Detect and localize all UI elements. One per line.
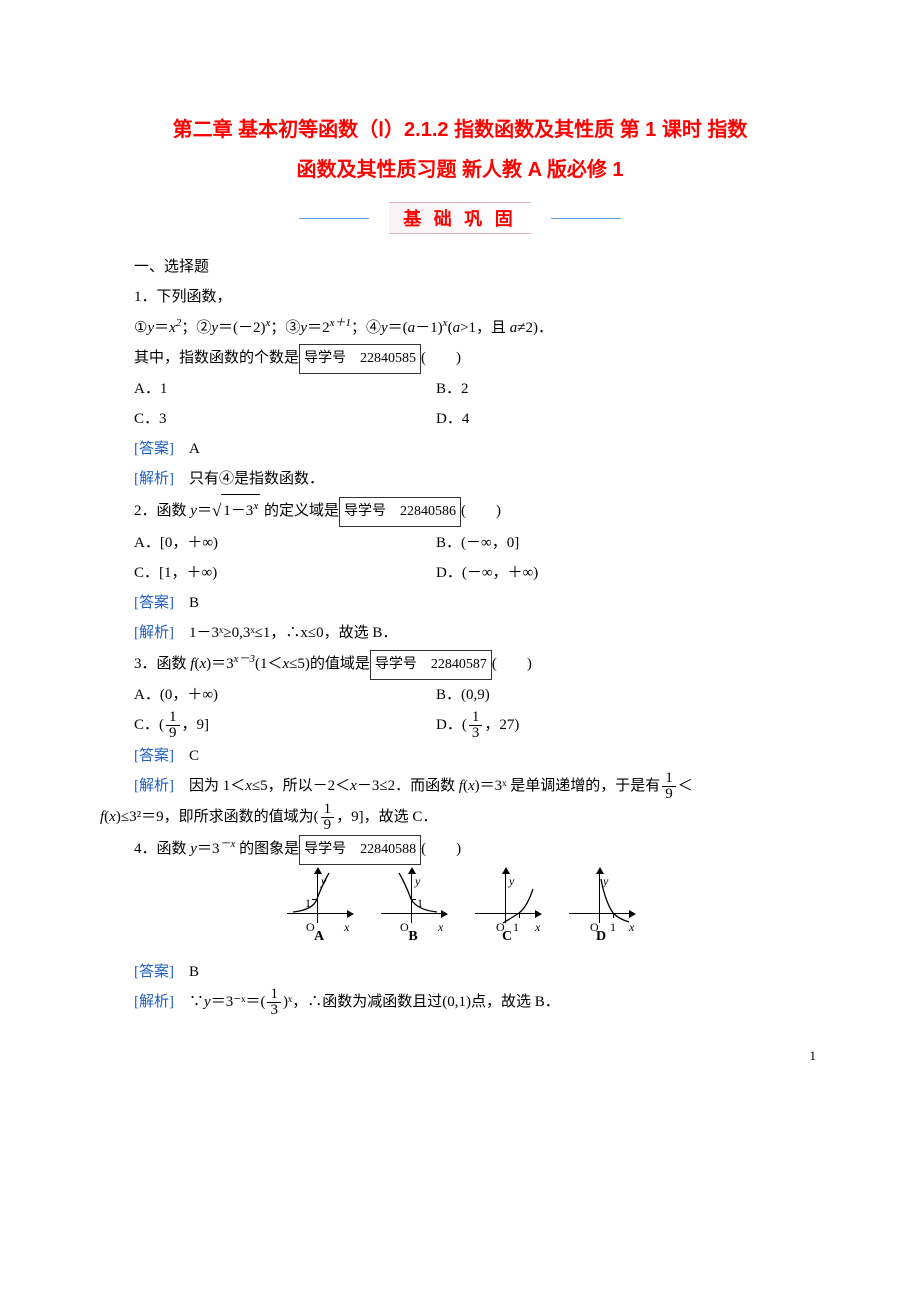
graph-D: y x O 1 D bbox=[565, 871, 637, 951]
banner-label: 基 础 巩 固 bbox=[389, 202, 531, 234]
q3-row2: C．(19，9] D．(13，27) bbox=[100, 710, 820, 741]
study-id-box: 导学号 22840587 bbox=[370, 650, 492, 680]
q3-explain-2: f(x)≤3²＝9，即所求函数的值域为(19，9]，故选 C． bbox=[100, 802, 820, 833]
q1-D: D．4 bbox=[436, 404, 820, 434]
title-line-1: 第二章 基本初等函数（Ⅰ）2.1.2 指数函数及其性质 第 1 课时 指数 bbox=[100, 110, 820, 150]
study-id-box: 导学号 22840586 bbox=[339, 497, 461, 527]
page-number: 1 bbox=[100, 1048, 820, 1064]
q3-B: B．(0,9) bbox=[436, 680, 820, 710]
q1-row1: A．1 B．2 bbox=[100, 374, 820, 404]
q2-C: C．[1，＋∞) bbox=[134, 558, 436, 588]
q3-row1: A．(0，＋∞) B．(0,9) bbox=[100, 680, 820, 710]
q3-stem: 3．函数 f(x)＝3x－3(1＜x≤5)的值域是导学号 22840587( ) bbox=[100, 648, 820, 680]
section-banner: 基 础 巩 固 bbox=[100, 202, 820, 234]
answer-label: [答案] bbox=[134, 441, 174, 457]
study-id-box: 导学号 22840585 bbox=[299, 344, 421, 374]
explain-label: [解析] bbox=[134, 625, 174, 641]
answer-label: [答案] bbox=[134, 964, 174, 980]
q1-C: C．3 bbox=[134, 404, 436, 434]
q3-D: D．(13，27) bbox=[436, 710, 820, 741]
study-id-box: 导学号 22840588 bbox=[299, 835, 421, 865]
q1-row2: C．3 D．4 bbox=[100, 404, 820, 434]
q1-A: A．1 bbox=[134, 374, 436, 404]
explain-label: [解析] bbox=[134, 471, 174, 487]
q4-graphs: y x O 1 A y x O 1 B bbox=[100, 871, 820, 951]
q1-explain: [解析] 只有④是指数函数． bbox=[100, 464, 820, 494]
q2-explain: [解析] 1－3ˣ≥0,3ˣ≤1，∴x≤0，故选 B． bbox=[100, 618, 820, 648]
graph-C: y x O 1 C bbox=[471, 871, 543, 951]
q1-items: ①y＝x2；②y＝(－2)x；③y＝2x＋1；④y＝(a－1)x(a>1，且 a… bbox=[100, 312, 820, 343]
q1-ask: 其中，指数函数的个数是导学号 22840585( ) bbox=[100, 343, 820, 374]
q4-answer: [答案] B bbox=[100, 957, 820, 987]
title-line-2: 函数及其性质习题 新人教 A 版必修 1 bbox=[100, 150, 820, 190]
graph-B: y x O 1 B bbox=[377, 871, 449, 951]
q2-D: D．(－∞，＋∞) bbox=[436, 558, 820, 588]
content: 一、选择题 1．下列函数， ①y＝x2；②y＝(－2)x；③y＝2x＋1；④y＝… bbox=[100, 252, 820, 1018]
q2-answer: [答案] B bbox=[100, 588, 820, 618]
q1-stem: 1．下列函数， bbox=[100, 282, 820, 312]
q4-stem: 4．函数 y＝3－x 的图象是导学号 22840588( ) bbox=[100, 833, 820, 865]
q3-explain: [解析] 因为 1＜x≤5，所以－2＜x－3≤2．而函数 f(x)＝3ˣ 是单调… bbox=[100, 771, 820, 802]
doc-title: 第二章 基本初等函数（Ⅰ）2.1.2 指数函数及其性质 第 1 课时 指数 函数… bbox=[100, 110, 820, 190]
q3-C: C．(19，9] bbox=[134, 710, 436, 741]
q4-explain: [解析] ∵y＝3⁻ˣ＝(13)ˣ，∴函数为减函数且过(0,1)点，故选 B． bbox=[100, 987, 820, 1018]
answer-label: [答案] bbox=[134, 748, 174, 764]
q2-A: A．[0，＋∞) bbox=[134, 528, 436, 558]
explain-label: [解析] bbox=[134, 994, 174, 1010]
q1-answer: [答案] A bbox=[100, 434, 820, 464]
q2-stem: 2．函数 y＝√1－3x 的定义域是导学号 22840586( ) bbox=[100, 494, 820, 528]
graph-A: y x O 1 A bbox=[283, 871, 355, 951]
answer-label: [答案] bbox=[134, 595, 174, 611]
q1-B: B．2 bbox=[436, 374, 820, 404]
q3-answer: [答案] C bbox=[100, 741, 820, 771]
q2-B: B．(－∞，0] bbox=[436, 528, 820, 558]
q2-row2: C．[1，＋∞) D．(－∞，＋∞) bbox=[100, 558, 820, 588]
explain-label: [解析] bbox=[134, 778, 174, 794]
section-heading: 一、选择题 bbox=[100, 252, 820, 282]
q2-row1: A．[0，＋∞) B．(－∞，0] bbox=[100, 528, 820, 558]
q3-A: A．(0，＋∞) bbox=[134, 680, 436, 710]
page: 第二章 基本初等函数（Ⅰ）2.1.2 指数函数及其性质 第 1 课时 指数 函数… bbox=[0, 0, 920, 1104]
